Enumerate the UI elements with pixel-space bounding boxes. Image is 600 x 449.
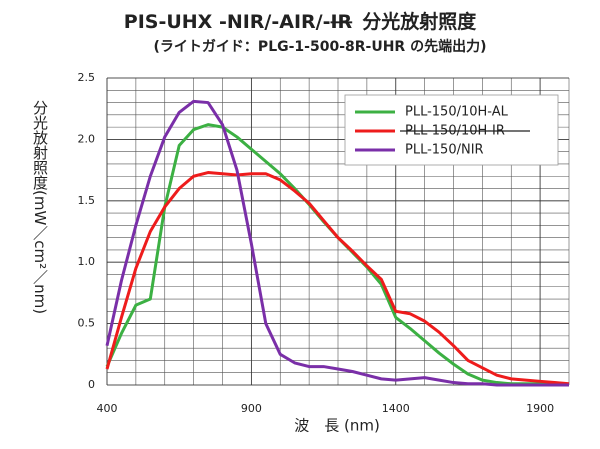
y-tick-label: 2.5 bbox=[78, 71, 96, 84]
title-part: IR bbox=[330, 11, 352, 33]
x-tick-label: 400 bbox=[97, 402, 118, 415]
x-tick-label: 900 bbox=[241, 402, 262, 415]
title-part: PIS-UHX -NIR/-AIR/- bbox=[124, 11, 331, 33]
y-tick-label: 0.5 bbox=[78, 317, 96, 330]
y-tick-label: 2.0 bbox=[78, 132, 96, 145]
x-tick-label: 1400 bbox=[382, 402, 410, 415]
y-tick-label: 1.5 bbox=[78, 194, 96, 207]
x-axis-label: 波 長 (nm) bbox=[294, 417, 380, 435]
chart-subtitle: (ライトガイド：PLG-1-500-8R-UHR の先端出力) bbox=[154, 38, 487, 55]
title-part: 分光放射照度 bbox=[362, 10, 477, 33]
y-axis-label: 分光放射照度(mW／cm²／nm) bbox=[31, 100, 49, 314]
chart-title: PIS-UHX -NIR/-AIR/-IR 分光放射照度 bbox=[124, 10, 477, 33]
y-tick-label: 0 bbox=[88, 378, 95, 391]
y-tick-label: 1.0 bbox=[78, 255, 96, 268]
legend-label: PLL-150/NIR bbox=[405, 143, 484, 158]
legend-label: PLL-150/10H-AL bbox=[405, 105, 509, 120]
x-tick-label: 1900 bbox=[526, 402, 554, 415]
series-line bbox=[105, 171, 570, 386]
series-line bbox=[105, 99, 569, 387]
